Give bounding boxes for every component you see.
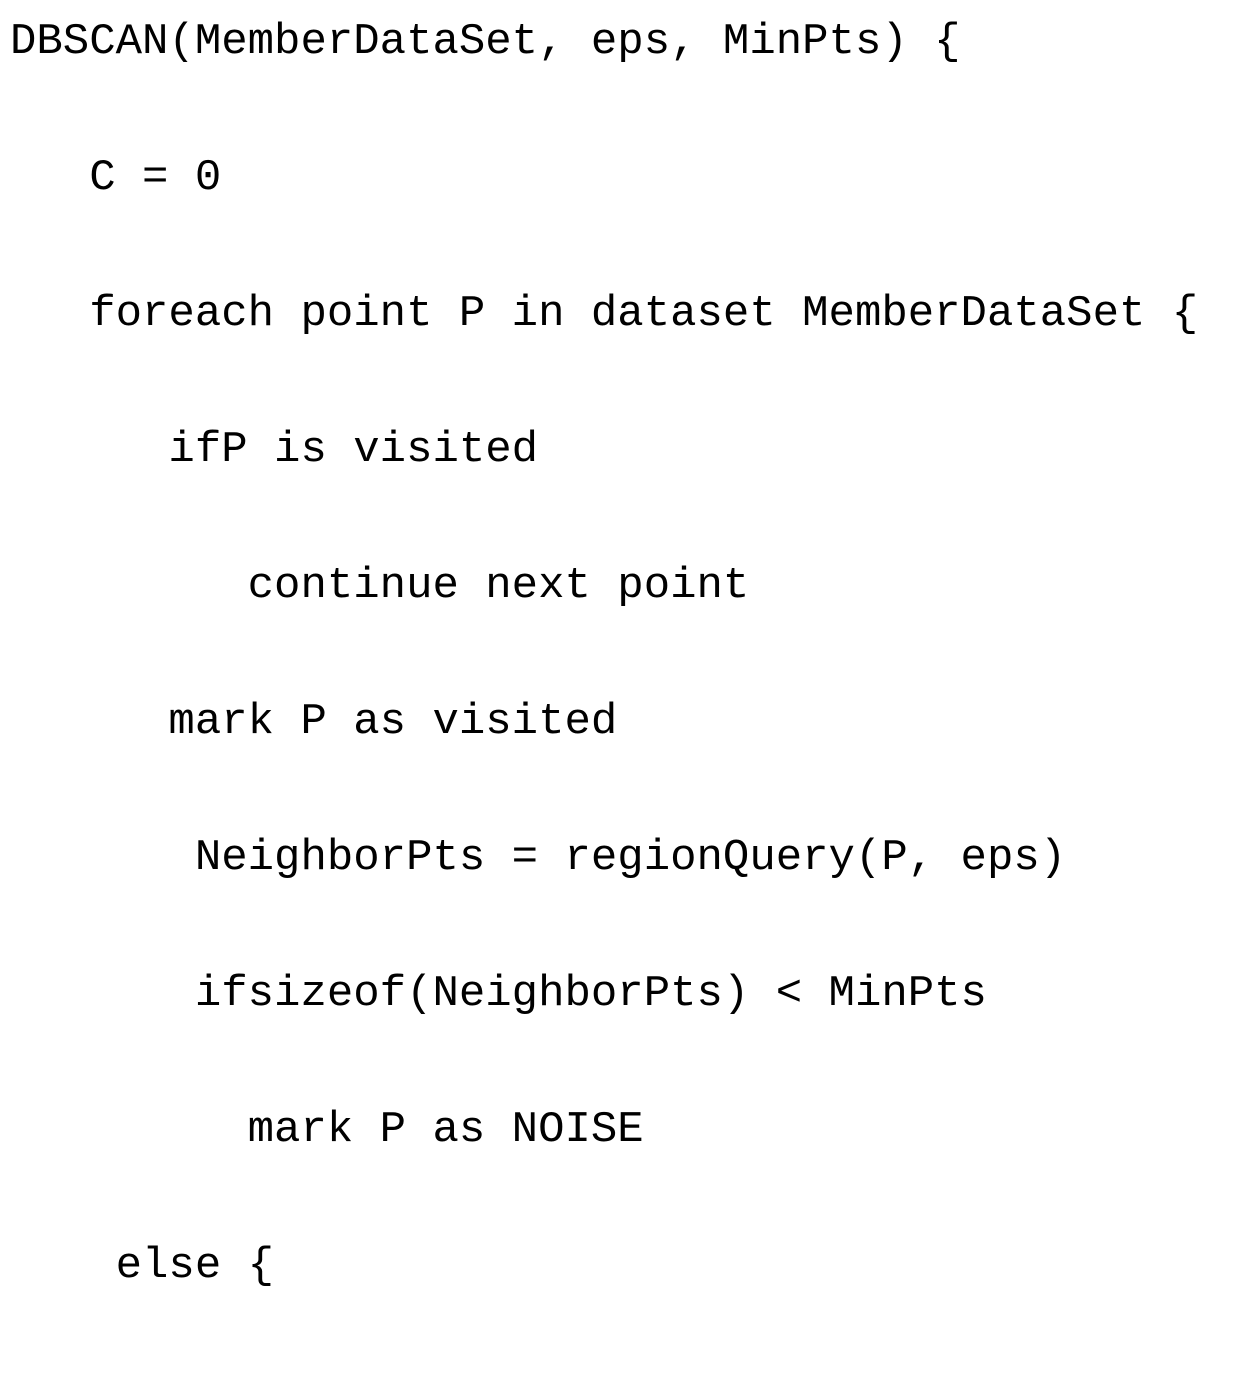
code-line: NeighborPts = regionQuery(P, eps) (10, 836, 1230, 880)
code-line: ifsizeof(NeighborPts) < MinPts (10, 972, 1230, 1016)
code-line: DBSCAN(MemberDataSet, eps, MinPts) { (10, 20, 1230, 64)
code-line: foreach point P in dataset MemberDataSet… (10, 292, 1230, 336)
code-line: ifP is visited (10, 428, 1230, 472)
code-line: C = 0 (10, 156, 1230, 200)
code-line: continue next point (10, 564, 1230, 608)
code-line: mark P as visited (10, 700, 1230, 744)
code-line: mark P as NOISE (10, 1108, 1230, 1152)
pseudocode-block: DBSCAN(MemberDataSet, eps, MinPts) { C =… (10, 20, 1230, 1288)
code-line: else { (10, 1244, 1230, 1288)
